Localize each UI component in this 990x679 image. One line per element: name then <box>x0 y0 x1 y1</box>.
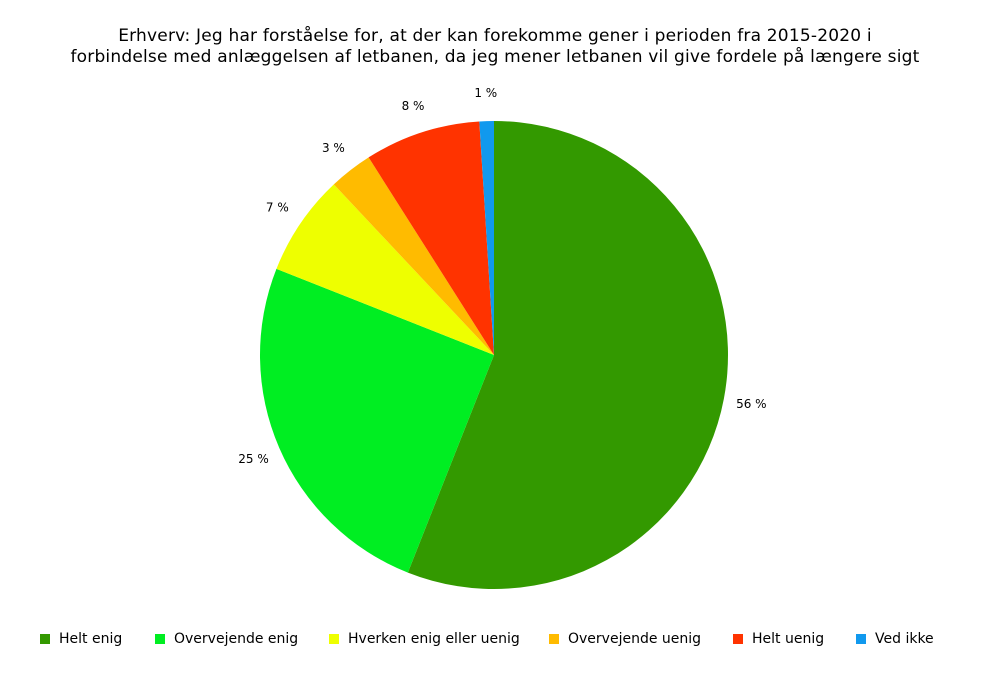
legend-item-hverken-enig-eller-uenig: Hverken enig eller uenig <box>329 629 520 649</box>
slice-value-label: 7 % <box>266 201 289 215</box>
chart-title: Erhverv: Jeg har forståelse for, at der … <box>118 26 872 46</box>
slice-value-label: 25 % <box>238 452 269 466</box>
legend-item-ved-ikke: Ved ikke <box>856 629 934 649</box>
legend-swatch <box>40 634 50 644</box>
pie-slice-hverken-enig-eller-uenig <box>276 184 494 355</box>
legend-label: Helt uenig <box>752 631 825 647</box>
legend-item-overvejende-enig: Overvejende enig <box>155 629 298 649</box>
legend-swatch <box>329 634 339 644</box>
slice-value-label: 3 % <box>322 141 345 155</box>
pie-slice-helt-uenig <box>368 121 494 355</box>
legend-label: Ved ikke <box>875 631 934 647</box>
chart-subtitle: forbindelse med anlæggelsen af letbanen,… <box>70 47 920 67</box>
legend-label: Overvejende uenig <box>568 631 702 647</box>
legend-label: Helt enig <box>59 631 123 647</box>
slice-value-label: 1 % <box>474 86 497 100</box>
legend-swatch <box>856 634 866 644</box>
pie-slice-ved-ikke <box>479 121 494 355</box>
legend-label: Overvejende enig <box>174 631 299 647</box>
pie-slice-overvejende-uenig <box>333 157 494 355</box>
pie-slice-helt-enig <box>407 121 728 589</box>
chart-legend: Helt enig Overvejende enig Hverken enig … <box>0 629 990 649</box>
legend-swatch <box>733 634 743 644</box>
legend-label: Hverken enig eller uenig <box>348 631 520 647</box>
legend-item-helt-enig: Helt enig <box>40 629 122 649</box>
legend-item-helt-uenig: Helt uenig <box>733 629 824 649</box>
legend-item-overvejende-uenig: Overvejende uenig <box>549 629 701 649</box>
slice-value-label: 8 % <box>402 99 425 113</box>
legend-swatch <box>155 634 165 644</box>
pie-slice-overvejende-enig <box>260 268 494 573</box>
slice-value-label: 56 % <box>736 397 767 411</box>
legend-swatch <box>549 634 559 644</box>
